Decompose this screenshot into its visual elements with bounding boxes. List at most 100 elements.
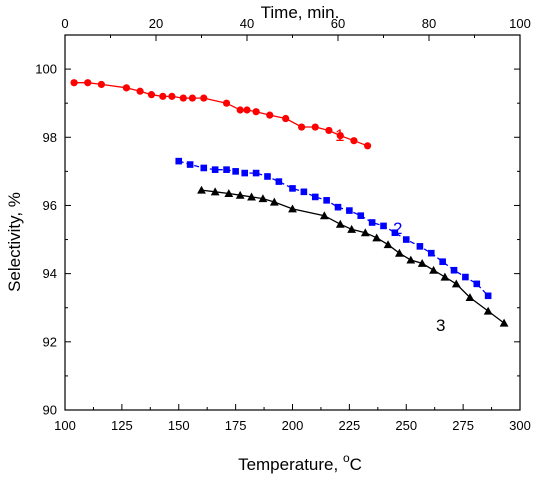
x-tick-label: 225 (339, 418, 361, 433)
data-point (269, 197, 279, 206)
data-point (236, 106, 244, 114)
data-point (275, 178, 283, 185)
data-point (282, 114, 290, 123)
data-point (346, 207, 353, 214)
data-point (84, 79, 92, 87)
data-point (311, 123, 319, 131)
data-point (416, 243, 424, 250)
y-tick-label: 98 (43, 130, 57, 145)
data-point (147, 91, 156, 99)
y-tick-label: 96 (43, 198, 57, 213)
data-point (179, 94, 187, 102)
data-point (224, 189, 234, 198)
data-point (264, 173, 271, 180)
data-point (395, 248, 404, 257)
x-tick-label: 300 (509, 418, 531, 433)
x-tick-label: 250 (395, 418, 417, 433)
data-point (391, 229, 399, 237)
series-1 (70, 79, 372, 150)
data-point (159, 92, 167, 100)
y-tick-label: 100 (35, 62, 57, 77)
x-tick-label: 150 (168, 418, 190, 433)
data-point (223, 166, 230, 173)
x2-axis-title: Time, min. (261, 3, 340, 22)
data-point (188, 94, 196, 102)
x-tick-label: 100 (54, 418, 76, 433)
data-point (232, 168, 239, 175)
data-point (311, 193, 319, 201)
x-axis-title: Temperature, oC (238, 451, 362, 474)
data-point (347, 224, 357, 233)
x-tick-label: 175 (225, 418, 247, 433)
data-point (197, 185, 206, 194)
data-point (499, 318, 509, 327)
data-point (335, 219, 345, 228)
data-point (210, 187, 220, 196)
data-point (243, 106, 251, 114)
series-layer (70, 79, 509, 327)
data-point (363, 142, 372, 150)
data-point (247, 192, 256, 201)
data-point (484, 292, 492, 300)
x2-tick-label: 80 (422, 16, 436, 31)
data-point (211, 166, 219, 173)
data-point (258, 194, 268, 203)
data-point (298, 123, 306, 131)
data-point (473, 280, 481, 288)
curve-label-2: 2 (393, 219, 402, 238)
data-point (300, 188, 308, 196)
data-point (417, 259, 427, 267)
series-2 (175, 157, 492, 300)
data-point (241, 169, 249, 177)
data-point (360, 228, 370, 237)
y-tick-label: 92 (43, 334, 57, 349)
x-tick-label: 125 (111, 418, 133, 433)
series-line-1 (74, 82, 368, 147)
data-point (266, 111, 274, 119)
data-point (252, 169, 260, 177)
x-tick-label: 275 (452, 418, 474, 433)
x2-tick-label: 20 (149, 16, 163, 31)
x2-tick-label: 0 (61, 16, 68, 31)
data-point (323, 197, 330, 204)
data-point (319, 211, 329, 220)
plot-frame (64, 34, 521, 411)
data-point (465, 293, 475, 302)
series-line-2 (178, 160, 489, 297)
data-point (439, 258, 446, 266)
curve-label-1: 1 (335, 126, 344, 145)
data-point (368, 219, 376, 226)
data-point (200, 94, 208, 102)
data-point (483, 306, 493, 315)
data-point (235, 190, 245, 199)
data-point (175, 157, 183, 165)
data-point (383, 240, 393, 249)
data-point (70, 79, 78, 87)
data-point (168, 92, 176, 100)
x2-tick-label: 100 (509, 16, 531, 31)
data-point (325, 126, 333, 135)
data-point (336, 131, 344, 140)
data-point (136, 87, 144, 95)
data-point (186, 161, 194, 168)
y-tick-label: 90 (43, 403, 57, 418)
data-point (357, 212, 365, 219)
data-point (350, 137, 358, 145)
data-point (406, 255, 416, 264)
data-point (372, 233, 382, 242)
data-point (97, 80, 105, 89)
data-point (288, 204, 297, 213)
y-axis-title: Selectivity, % (5, 192, 24, 292)
data-point (429, 265, 438, 274)
data-point (427, 249, 435, 257)
x-tick-label: 200 (282, 418, 304, 433)
data-point (122, 84, 131, 92)
x2-tick-label: 40 (240, 16, 254, 31)
data-point (450, 266, 458, 274)
data-point (402, 236, 410, 243)
data-point (222, 99, 231, 107)
x2-tick-label: 60 (331, 16, 345, 31)
series-3 (197, 185, 509, 327)
